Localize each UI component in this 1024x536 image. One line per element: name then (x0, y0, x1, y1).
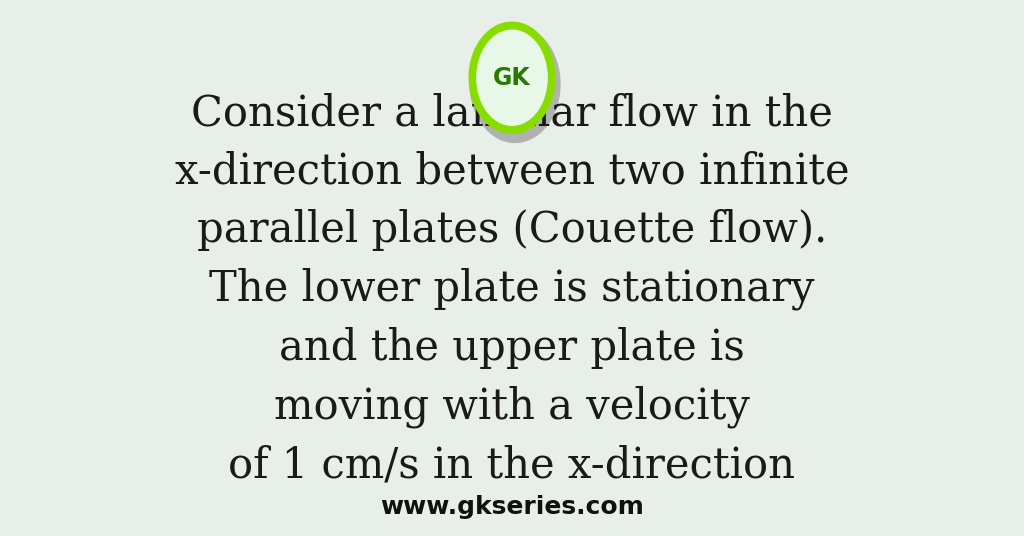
Text: GK: GK (494, 66, 530, 90)
Text: www.gkseries.com: www.gkseries.com (380, 495, 644, 518)
Ellipse shape (476, 29, 548, 126)
Ellipse shape (469, 25, 561, 143)
Ellipse shape (469, 21, 555, 134)
Text: Consider a laminar flow in the
x-direction between two infinite
parallel plates : Consider a laminar flow in the x-directi… (175, 92, 849, 487)
